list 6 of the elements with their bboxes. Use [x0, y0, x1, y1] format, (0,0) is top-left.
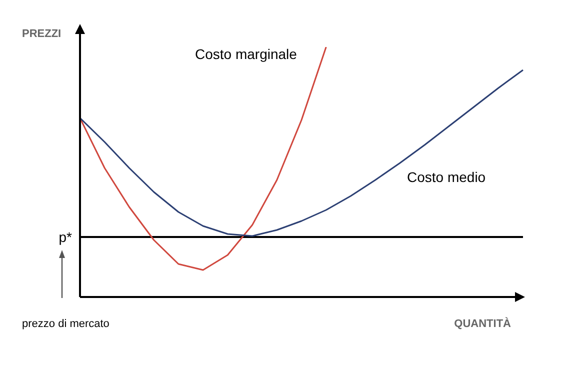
y-axis-title: PREZZI: [22, 28, 62, 40]
x-axis-title: QUANTITÀ: [454, 317, 512, 330]
series-label: Costo marginale: [195, 46, 298, 62]
series-label: Costo medio: [407, 169, 486, 185]
ref-line-label: p*: [58, 228, 73, 245]
text: prezzo di mercato: [22, 318, 110, 330]
